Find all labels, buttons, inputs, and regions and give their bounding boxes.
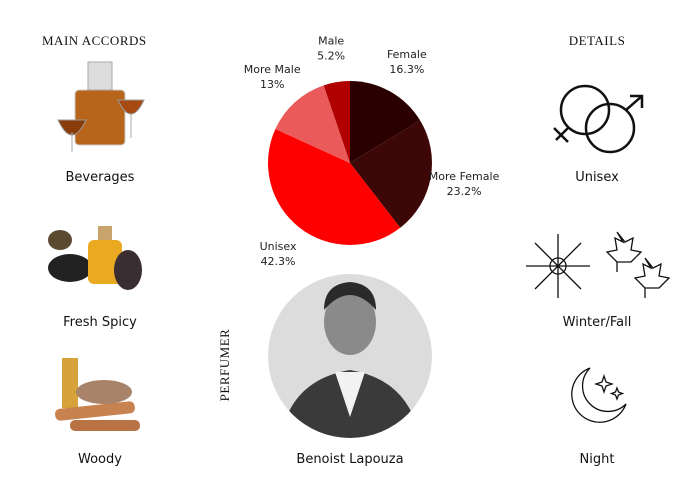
- slice-label: More Female: [429, 170, 500, 183]
- accords-heading: MAIN ACCORDS: [42, 33, 147, 48]
- slice-label: Female: [387, 48, 427, 61]
- slice-value: 16.3%: [389, 63, 424, 76]
- accord-label: Beverages: [66, 170, 135, 185]
- slice-value: 42.3%: [261, 255, 296, 268]
- detail-label: Night: [580, 452, 615, 467]
- perfumer-photo: [268, 274, 432, 438]
- beverages-image: [57, 61, 145, 152]
- slice-value: 5.2%: [317, 50, 345, 63]
- night-icon: [571, 367, 627, 423]
- fresh-spicy-image: [48, 226, 142, 290]
- pie-slice: [350, 120, 432, 228]
- slice-label: Unisex: [260, 240, 297, 253]
- slice-value: 13%: [260, 78, 284, 91]
- woody-image: [55, 358, 140, 431]
- pie-slice: [275, 85, 350, 163]
- details-heading: DETAILS: [569, 33, 626, 48]
- pie-slice: [350, 81, 421, 163]
- perfumer-heading: PERFUMER: [217, 329, 232, 402]
- winter-fall-icon: [526, 231, 671, 298]
- slice-label: Male: [318, 35, 344, 48]
- detail-label: Unisex: [575, 170, 619, 185]
- pie-slice: [323, 81, 350, 163]
- slice-value: 23.2%: [447, 185, 482, 198]
- unisex-icon: [553, 84, 644, 154]
- accord-label: Woody: [78, 452, 122, 467]
- pie-chart: Female 16.3% More Female 23.2% Unisex 42.3% Mo…: [244, 35, 500, 268]
- slice-label: More Male: [244, 63, 301, 76]
- accord-label: Fresh Spicy: [63, 315, 137, 330]
- detail-label: Winter/Fall: [563, 315, 632, 330]
- pie-slice: [268, 129, 401, 246]
- perfumer-name: Benoist Lapouza: [296, 452, 403, 467]
